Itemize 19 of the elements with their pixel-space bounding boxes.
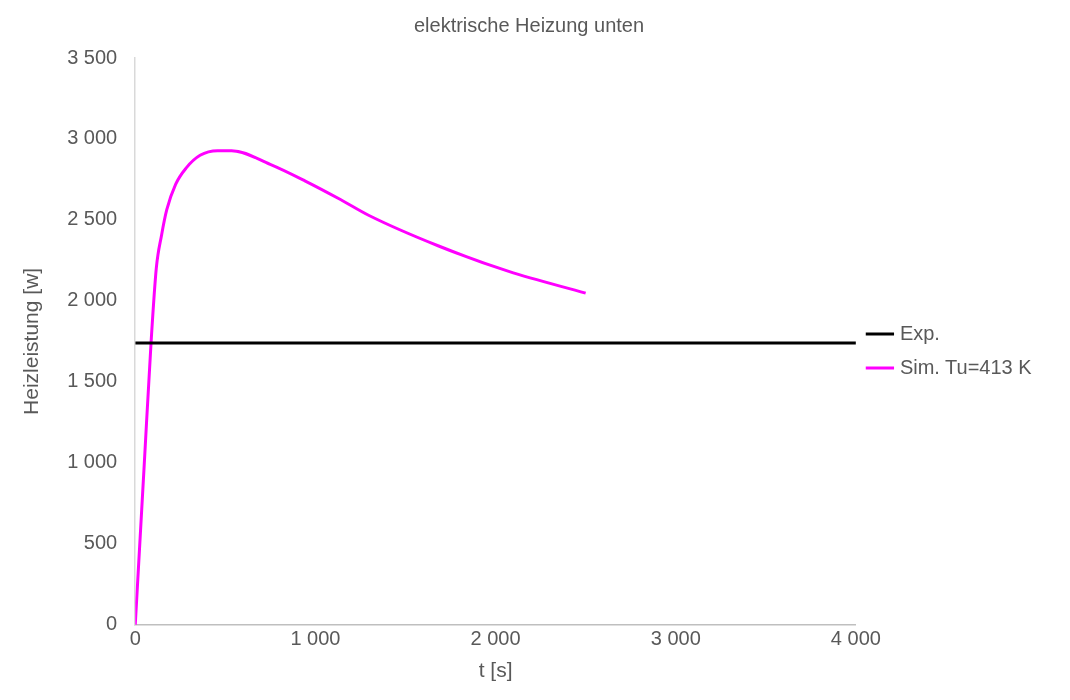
y-tick-label: 2 500 xyxy=(67,207,118,230)
x-axis-title: t [s] xyxy=(478,658,513,682)
y-tick-label: 3 500 xyxy=(67,45,118,68)
legend-label: Exp. xyxy=(899,321,940,344)
x-tick-label: 2 000 xyxy=(470,627,521,650)
x-tick-label: 0 xyxy=(129,627,141,650)
legend-label: Sim. Tu=413 K xyxy=(899,355,1033,378)
y-tick-label: 3 000 xyxy=(67,126,118,149)
y-tick-label: 2 000 xyxy=(67,288,118,311)
x-tick-label: 4 000 xyxy=(830,627,881,650)
line-series xyxy=(135,149,588,625)
y-axis-title: Heizleistung [w] xyxy=(19,267,43,415)
y-tick-label: 0 xyxy=(106,612,118,635)
x-tick-label: 1 000 xyxy=(290,627,341,650)
chart-title: elektrische Heizung unten xyxy=(413,13,645,36)
y-tick-label: 1 500 xyxy=(67,369,118,392)
x-tick-label: 3 000 xyxy=(650,627,701,650)
y-tick-label: 1 000 xyxy=(67,450,118,473)
y-tick-label: 500 xyxy=(83,531,118,554)
